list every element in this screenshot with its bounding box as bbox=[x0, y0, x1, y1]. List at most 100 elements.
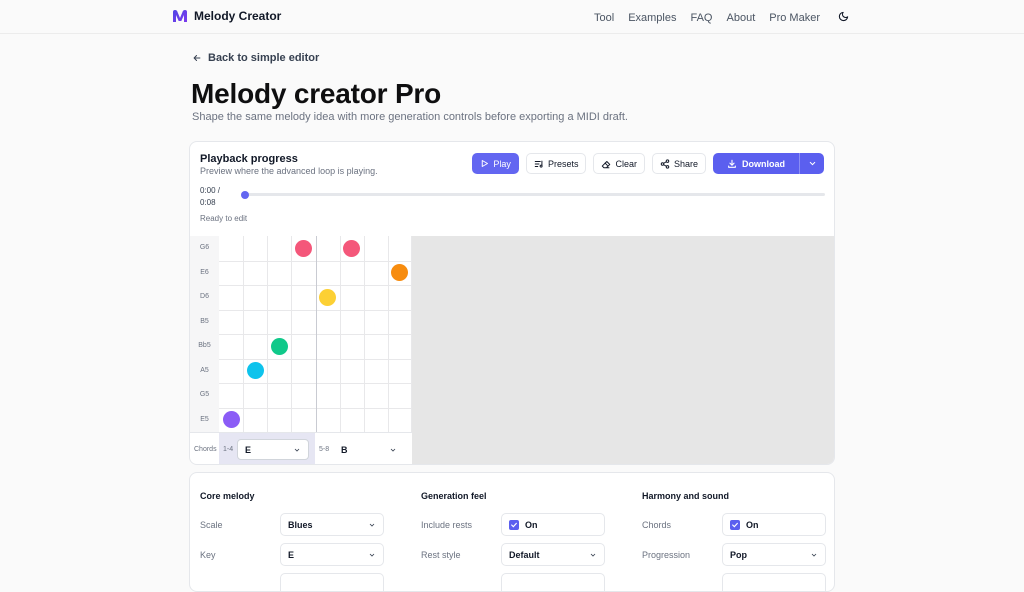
section-title: Generation feel bbox=[421, 491, 487, 501]
nav-tool[interactable]: Tool bbox=[594, 11, 615, 24]
rest-style-select[interactable]: Default bbox=[501, 543, 605, 566]
checkbox-checked-icon[interactable] bbox=[730, 519, 740, 530]
piano-roll-grid[interactable] bbox=[219, 236, 412, 432]
download-icon bbox=[728, 159, 736, 168]
back-label: Back to simple editor bbox=[208, 52, 320, 64]
download-button-group: Download bbox=[713, 153, 824, 174]
section-title: Harmony and sound bbox=[642, 491, 730, 501]
chord-segment: 5-8 B bbox=[315, 433, 412, 464]
note-label: D6 bbox=[200, 293, 209, 300]
presets-button[interactable]: Presets bbox=[525, 153, 587, 174]
playback-progress-track[interactable] bbox=[243, 193, 825, 196]
grid-column-line bbox=[316, 236, 317, 432]
brand[interactable]: Melody Creator bbox=[172, 9, 281, 23]
nav-about[interactable]: About bbox=[726, 11, 756, 24]
checkbox-checked-icon[interactable] bbox=[509, 519, 519, 530]
chords-label: Chords bbox=[194, 446, 217, 453]
chevron-down-icon bbox=[390, 448, 396, 452]
note-labels: G6 E6 D6 B5 Bb5 A5 G5 E5 bbox=[190, 236, 219, 432]
note-label: G5 bbox=[199, 391, 210, 398]
progression-select[interactable]: Pop bbox=[722, 543, 826, 566]
grid-column-line bbox=[364, 236, 365, 432]
chord-segment: 1-4 E bbox=[219, 433, 315, 464]
key-select[interactable]: E bbox=[280, 543, 384, 566]
rest-style-value: Default bbox=[509, 549, 540, 560]
time-total: 0:08 bbox=[200, 198, 216, 207]
grid-row-line bbox=[219, 285, 412, 286]
editor-card: Playback progress Preview where the adva… bbox=[189, 141, 835, 465]
section-title: Core melody bbox=[200, 491, 255, 501]
note-dot[interactable] bbox=[246, 362, 264, 380]
grid-row-line bbox=[219, 359, 412, 360]
rest-style-label: Rest style bbox=[421, 550, 461, 560]
note-dot[interactable] bbox=[222, 411, 240, 429]
note-dot[interactable] bbox=[294, 239, 312, 257]
list-music-icon bbox=[534, 160, 543, 168]
chord-segment-range: 5-8 bbox=[319, 446, 330, 453]
top-navigation-bar: Melody Creator Tool Examples FAQ About P… bbox=[0, 0, 1024, 34]
grid-column-line bbox=[411, 236, 412, 432]
play-button[interactable]: Play bbox=[472, 153, 519, 174]
include-rests-value: On bbox=[525, 519, 538, 530]
editor-toolbar: Play Presets Clear Share Download bbox=[472, 153, 824, 174]
chevron-down-icon bbox=[369, 553, 375, 557]
play-icon bbox=[482, 160, 489, 167]
chevron-down-icon bbox=[590, 553, 596, 557]
grid-row-line bbox=[219, 261, 412, 262]
download-options-button[interactable] bbox=[800, 153, 824, 174]
share-icon bbox=[660, 158, 670, 169]
playback-subtitle: Preview where the advanced loop is playi… bbox=[200, 166, 378, 176]
chord-select[interactable]: E bbox=[237, 439, 309, 460]
settings-card: Core melody Scale Blues Key E Generation… bbox=[189, 472, 835, 592]
include-rests-label: Include rests bbox=[421, 520, 473, 530]
time-current: 0:00 / bbox=[200, 186, 221, 195]
progression-value: Pop bbox=[730, 549, 747, 560]
chevron-down-icon bbox=[369, 523, 375, 527]
grid-row-line bbox=[219, 310, 412, 311]
play-label: Play bbox=[493, 158, 511, 169]
chord-segment-range: 1-4 bbox=[223, 446, 234, 453]
clear-button[interactable]: Clear bbox=[593, 153, 645, 174]
nav-pro-maker[interactable]: Pro Maker bbox=[769, 11, 820, 24]
note-label: G6 bbox=[199, 244, 210, 251]
chord-select[interactable]: B bbox=[333, 439, 405, 460]
back-to-simple-editor-link[interactable]: Back to simple editor bbox=[192, 52, 319, 64]
note-label: E6 bbox=[200, 268, 209, 276]
presets-label: Presets bbox=[547, 158, 579, 169]
nav-faq[interactable]: FAQ bbox=[690, 11, 713, 24]
clear-label: Clear bbox=[615, 158, 637, 169]
grid-row-line bbox=[219, 408, 412, 409]
chord-value: B bbox=[341, 444, 348, 455]
key-label: Key bbox=[200, 550, 216, 560]
playback-time: 0:00 / 0:08 bbox=[200, 185, 230, 209]
scale-select[interactable]: Blues bbox=[280, 513, 384, 536]
note-label: A5 bbox=[200, 366, 209, 374]
note-dot[interactable] bbox=[391, 264, 409, 282]
grid-column-line bbox=[243, 236, 244, 432]
chevron-down-icon bbox=[809, 161, 815, 166]
share-label: Share bbox=[673, 158, 698, 169]
eraser-icon bbox=[602, 160, 611, 168]
moon-icon bbox=[838, 11, 848, 21]
note-dot[interactable] bbox=[270, 337, 288, 355]
page-title: Melody creator Pro bbox=[191, 78, 442, 109]
chords-toggle-label: Chords bbox=[642, 520, 672, 530]
grid-column-line bbox=[340, 236, 341, 432]
include-rests-toggle[interactable]: On bbox=[501, 513, 605, 536]
note-dot[interactable] bbox=[319, 288, 337, 306]
chevron-down-icon bbox=[811, 553, 817, 557]
theme-toggle-button[interactable] bbox=[834, 7, 852, 25]
grid-row-line bbox=[219, 334, 412, 335]
share-button[interactable]: Share bbox=[651, 153, 706, 174]
download-button[interactable]: Download bbox=[713, 153, 800, 174]
download-label: Download bbox=[742, 158, 785, 169]
brand-name: Melody Creator bbox=[194, 9, 282, 23]
chords-toggle[interactable]: On bbox=[722, 513, 826, 536]
grid-column-line bbox=[291, 236, 292, 432]
nav-examples[interactable]: Examples bbox=[628, 11, 677, 24]
editor-status: Ready to edit bbox=[200, 214, 248, 223]
note-dot[interactable] bbox=[343, 239, 361, 257]
playback-progress-handle[interactable] bbox=[241, 191, 249, 199]
grid-column-line bbox=[267, 236, 268, 432]
arrow-left-icon bbox=[193, 55, 201, 61]
